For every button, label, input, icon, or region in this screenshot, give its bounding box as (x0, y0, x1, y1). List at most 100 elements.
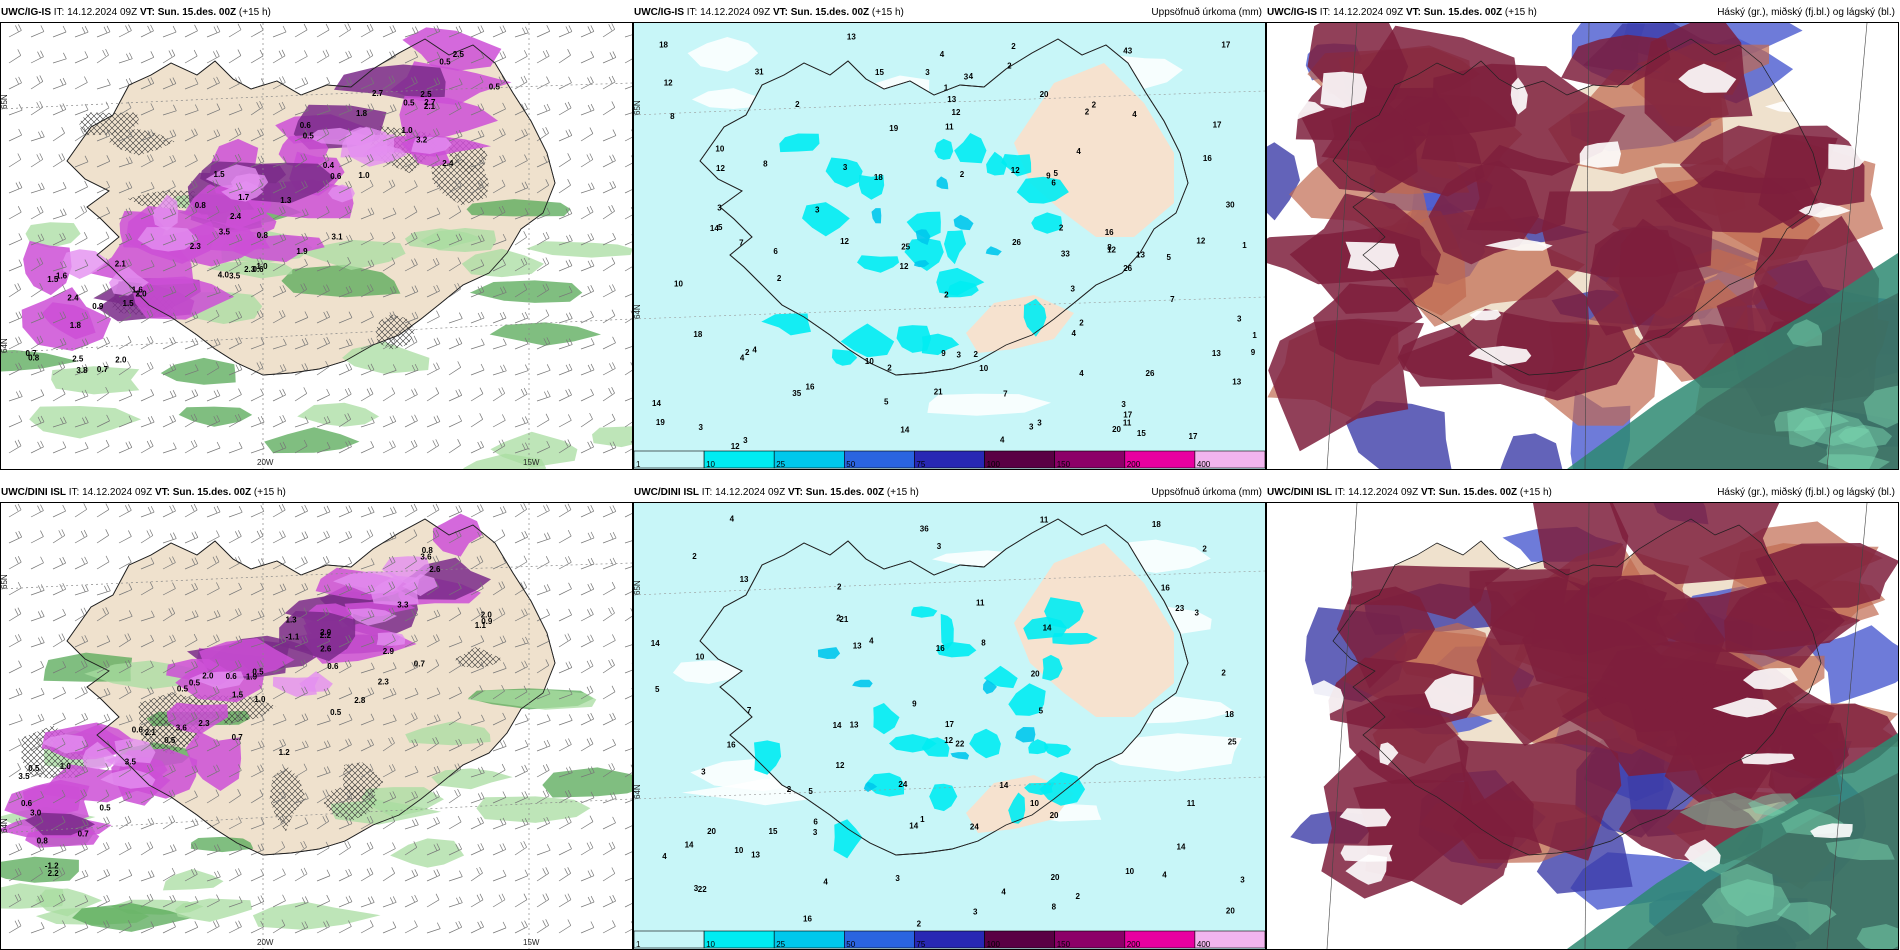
map-frame[interactable] (1266, 22, 1899, 470)
value-label: 2 (887, 364, 892, 373)
value-label: 1.5 (123, 299, 135, 308)
value-label: 7 (739, 238, 744, 247)
value-label: 20 (1050, 811, 1059, 820)
value-label: 13 (853, 642, 862, 651)
value-label: 3 (743, 436, 748, 445)
lat-label: 65N (1, 574, 9, 589)
weather-map (1267, 23, 1898, 469)
colorbar-tick: 100 (987, 460, 1001, 469)
value-label: 0.5 (439, 57, 451, 66)
value-label: 2 (917, 920, 922, 929)
value-label: 26 (1123, 264, 1132, 273)
lat-label: 64N (1, 338, 9, 353)
value-label: 2 (745, 348, 750, 357)
value-label: 2.0 (136, 290, 148, 299)
value-label: 9 (941, 349, 946, 358)
value-label: 10 (674, 280, 683, 289)
value-label: 16 (803, 914, 812, 923)
map-frame[interactable] (1266, 502, 1899, 950)
value-label: 2.6 (320, 644, 332, 653)
value-label: 13 (751, 851, 760, 860)
value-label: 0.6 (327, 662, 339, 671)
value-label: 6 (773, 247, 778, 256)
colorbar-tick: 1 (636, 940, 641, 949)
value-label: 2.0 (481, 611, 493, 620)
value-label: 3.8 (76, 366, 88, 375)
value-label: 18 (659, 40, 668, 49)
value-label: 4 (752, 345, 757, 354)
panel-title: UWC/DINI ISL IT: 14.12.2024 09Z VT: Sun.… (1267, 487, 1552, 498)
value-label: 3 (964, 72, 969, 81)
value-label: 2.3 (198, 719, 210, 728)
value-label: 3.1 (332, 232, 344, 241)
value-label: 0.7 (26, 349, 38, 358)
value-label: 2 (1011, 42, 1016, 51)
colorbar-tick: 400 (1197, 460, 1211, 469)
value-label: 10 (695, 652, 704, 661)
panel-igis-accum-precip: UWC/IG-IS IT: 14.12.2024 09Z VT: Sun. 15… (633, 0, 1266, 470)
value-label: 33 (1061, 249, 1070, 258)
value-label: 26 (1146, 369, 1155, 378)
value-label: 0.5 (189, 679, 201, 688)
value-label: 12 (716, 164, 725, 173)
value-label: 16 (936, 644, 945, 653)
lon-label: 20W (257, 458, 274, 467)
value-label: 2.4 (230, 212, 242, 221)
value-label: 0.6 (132, 726, 144, 735)
value-label: 20 (1031, 669, 1040, 678)
value-label: 4 (730, 515, 735, 524)
value-label: 11 (1040, 516, 1049, 525)
map-frame[interactable]: 2.0 1.0 2.6 1.0 0.5 2.1 3.3 2.9 3.5 2.6 2.3 3.6 3.0 1… (0, 502, 633, 950)
value-label: 3.3 (397, 601, 409, 610)
value-label: 16 (1203, 154, 1212, 163)
value-label: 2 (836, 614, 841, 623)
value-label: 13 (1232, 378, 1241, 387)
colorbar-tick: 200 (1127, 940, 1141, 949)
value-label: 14 (685, 841, 694, 850)
value-label: 13 (847, 32, 856, 41)
value-label: 14 (652, 399, 661, 408)
value-label: 3 (699, 423, 704, 432)
value-label: 3.6 (420, 552, 432, 561)
value-label: 3 (1121, 400, 1126, 409)
value-label: 4 (1132, 110, 1137, 119)
value-label: 2 (795, 100, 800, 109)
value-label: 12 (944, 736, 953, 745)
value-label: 5 (655, 685, 660, 694)
lat-label: 64N (634, 304, 642, 319)
value-label: 0.8 (257, 231, 269, 240)
value-label: 1 (944, 83, 949, 92)
value-label: 2 (1202, 545, 1207, 554)
value-label: 0.5 (252, 668, 264, 677)
value-label: 3 (813, 828, 818, 837)
value-label: 3 (895, 874, 900, 883)
value-label: 2.7 (424, 98, 436, 107)
value-label: 2 (944, 290, 949, 299)
value-label: 12 (900, 262, 909, 271)
value-label: 21 (934, 387, 943, 396)
value-label: 0.6 (21, 799, 33, 808)
value-label: 3.5 (219, 228, 231, 237)
value-label: 1.0 (60, 762, 72, 771)
panel-igis-precip-phase: UWC/IG-IS IT: 14.12.2024 09Z VT: Sun. 15… (0, 0, 633, 470)
map-frame[interactable]: 3.8 2.4 3.5 2.5 1.8 1.5 1.7 2.7 3.1 2.5 2.1 1.6 2.0 2… (0, 22, 633, 470)
value-label: 1 (1252, 331, 1257, 340)
value-label: 13 (1212, 349, 1221, 358)
value-label: 14 (710, 224, 719, 233)
value-label: 8 (981, 639, 986, 648)
value-label: 14 (1043, 624, 1052, 633)
value-label: 13 (850, 721, 859, 730)
value-label: 0.5 (303, 132, 315, 141)
map-frame[interactable]: 3 5 2 3 4 2 4 2 3 4 2 2 1 2 10 16 12 13 10 8 8 10 33 20 7 12 12 17 2… (633, 22, 1266, 470)
value-label: 2.1 (424, 102, 436, 111)
value-label: 2 (1059, 224, 1064, 233)
value-label: 17 (1213, 121, 1222, 130)
value-label: 30 (1226, 200, 1235, 209)
value-label: 22 (698, 885, 707, 894)
value-label: 26 (1012, 238, 1021, 247)
value-label: 0.8 (28, 353, 40, 362)
value-label: 9 (912, 700, 917, 709)
field-label: Uppsöfnuð úrkoma (mm) (1151, 7, 1262, 18)
value-label: 11 (1187, 799, 1196, 808)
map-frame[interactable]: 3 2 2 4 5 4 2 2 3 1 2 9 12 14 20 18 21 20 13 17 22 13 14 18 20 16… (633, 502, 1266, 950)
